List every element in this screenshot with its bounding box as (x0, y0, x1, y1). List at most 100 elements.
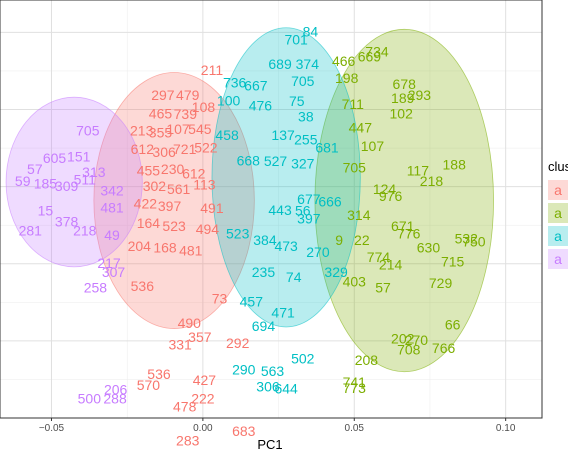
legend-key-box (548, 203, 568, 223)
point-label: 705 (76, 122, 100, 138)
point-label: 73 (212, 290, 228, 306)
point-label: 490 (178, 315, 202, 331)
point-label: 117 (407, 162, 430, 178)
point-label: 107 (361, 138, 385, 154)
point-label: 100 (217, 92, 241, 108)
point-label: 671 (391, 218, 415, 234)
point-label: 107 (166, 121, 190, 137)
point-label: 561 (167, 181, 191, 197)
point-label: 124 (373, 181, 397, 197)
point-label: 189 (391, 90, 415, 106)
point-label: 527 (264, 153, 288, 169)
point-label: 715 (441, 253, 465, 269)
point-label: 270 (306, 244, 330, 260)
point-label: 331 (168, 337, 192, 353)
point-label: 214 (379, 257, 403, 273)
point-label: 708 (397, 341, 421, 357)
cluster-ellipse (211, 27, 361, 328)
plot-panel-background (0, 0, 542, 418)
cluster-ellipse (5, 96, 143, 268)
point-label: 563 (261, 363, 285, 379)
point-label: 711 (342, 96, 365, 112)
point-label: 536 (147, 366, 171, 382)
cluster-ellipses (5, 27, 494, 373)
point-label: 38 (298, 108, 314, 124)
point-label: 255 (294, 132, 318, 148)
point-label: 217 (97, 255, 121, 271)
point-label: 522 (194, 139, 218, 155)
point-label: 976 (379, 188, 403, 204)
point-label: 102 (390, 105, 414, 121)
point-label: 306 (152, 144, 176, 160)
point-label: 736 (223, 75, 247, 91)
point-label: 545 (188, 121, 212, 137)
point-label: 108 (192, 99, 216, 115)
point-label: 701 (284, 31, 308, 47)
point-label: 677 (297, 191, 321, 207)
major-gridlines (0, 0, 542, 418)
legend-key-glyph: a (554, 228, 562, 244)
point-label: 313 (82, 164, 106, 180)
point-label: 644 (274, 381, 298, 397)
point-label: 403 (343, 273, 367, 289)
plot-panel-border (0, 0, 543, 419)
point-label: 137 (271, 127, 295, 143)
point-label: 327 (291, 155, 315, 171)
point-label: 681 (315, 139, 339, 155)
point-label: 206 (104, 381, 128, 397)
point-label: 473 (274, 238, 298, 254)
point-label: 457 (240, 294, 264, 310)
point-label: 222 (191, 391, 215, 407)
point-label: 283 (176, 432, 200, 448)
point-label: 202 (391, 331, 415, 347)
point-label: 721 (173, 141, 197, 157)
legend-key-glyph: a (554, 251, 562, 267)
point-label: 397 (297, 210, 321, 226)
legend-key-box (548, 180, 568, 200)
point-label: 669 (358, 48, 382, 64)
point-label: 668 (237, 152, 261, 168)
point-label: 502 (291, 351, 315, 367)
point-label: 9 (335, 232, 343, 248)
point-label: 397 (158, 198, 182, 214)
point-label: 22 (354, 232, 370, 248)
point-label: 113 (193, 176, 216, 192)
point-label: 766 (432, 340, 456, 356)
point-label: 208 (355, 352, 379, 368)
point-label: 374 (296, 56, 320, 72)
point-label: 536 (131, 278, 155, 294)
legend-key-glyph: a (554, 205, 562, 221)
point-label: 500 (78, 391, 102, 407)
point-label: 729 (429, 275, 453, 291)
point-label: 734 (365, 44, 389, 60)
point-label: 342 (100, 182, 124, 198)
point-label: 481 (100, 199, 124, 215)
point-label: 15 (38, 203, 54, 219)
point-label: 314 (347, 207, 371, 223)
point-label: 151 (67, 149, 91, 165)
point-label: 74 (286, 269, 302, 285)
point-label: 213 (130, 122, 154, 138)
point-label: 306 (256, 378, 280, 394)
legend-key-box (548, 226, 568, 246)
point-label: 57 (27, 161, 43, 177)
point-label: 773 (343, 380, 367, 396)
point-label: 667 (244, 78, 268, 94)
minor-gridlines (0, 0, 542, 418)
point-label: 705 (343, 159, 367, 175)
point-label: 570 (137, 377, 161, 393)
point-label: 466 (332, 53, 356, 69)
point-label: 471 (271, 304, 295, 320)
x-axis-title: PC1 (257, 437, 282, 452)
point-label: 741 (343, 374, 367, 390)
point-label: 292 (226, 335, 250, 351)
point-label: 218 (420, 173, 444, 189)
point-label: 494 (196, 221, 220, 237)
point-label: 218 (73, 223, 97, 239)
point-label: 75 (289, 93, 305, 109)
point-label: 479 (176, 87, 200, 103)
